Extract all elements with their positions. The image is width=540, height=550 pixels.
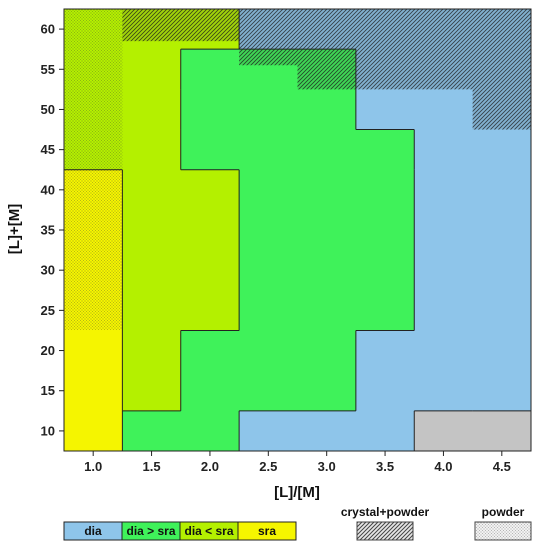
cell-dia-gt-sra [181,411,239,451]
y-axis-ticks: 10 15 20 25 30 35 40 45 50 55 60 [41,22,64,438]
cell-sra [64,411,122,451]
overlay-crystal-powder [472,89,531,130]
y-tick-label: 25 [41,303,55,318]
x-tick-label: 2.5 [259,459,277,474]
y-tick-label: 15 [41,383,55,398]
cell-dia-gt-sra [298,89,356,130]
cell-dia [356,411,414,451]
legend-swatch-sra [237,521,297,541]
legend-label-dia-gt-sra: dia > sra [126,524,175,538]
cell-dia [239,411,298,451]
x-tick-label: 4.0 [434,459,452,474]
y-tick-label: 60 [41,22,55,37]
cell-dia-gt-sra [181,49,239,89]
cell-dia-gt-sra [122,411,181,451]
x-tick-label: 1.5 [143,459,161,474]
cell-dia-lt-sra [122,170,181,330]
cell-dia-lt-sra [122,49,181,89]
legend-swatch-crystal-powder [356,521,414,541]
y-tick-label: 20 [41,343,55,358]
legend-label-sra: sra [258,524,276,538]
x-axis-ticks: 1.0 1.5 2.0 2.5 3.0 3.5 4.0 4.5 [84,451,511,474]
cell-dia-gt-sra [181,130,239,170]
y-tick-label: 55 [41,62,55,77]
cell-dia-gt-sra [239,330,298,411]
x-tick-label: 3.0 [318,459,336,474]
cell-dia [414,130,473,170]
cell-dia-gt-sra [181,330,239,411]
cell-dia [298,411,356,451]
cell-dia-gt-sra [239,170,298,330]
cell-dia-gt-sra [298,130,356,170]
x-tick-label: 2.0 [201,459,219,474]
x-tick-label: 3.5 [376,459,394,474]
cell-dia [473,130,531,170]
cell-dia [356,89,414,130]
legend-label-dia: dia [84,524,102,538]
x-tick-label: 1.0 [84,459,102,474]
cell-powder [414,411,473,451]
cell-dia [414,170,473,330]
cell-powder [473,411,531,451]
cell-dia [414,89,473,130]
legend-swatch-powder [474,521,532,541]
x-tick-label: 4.5 [493,459,511,474]
cell-dia-gt-sra [298,170,356,330]
cell-dia-gt-sra [356,170,414,330]
cell-dia [414,330,473,411]
cell-dia [473,170,531,330]
cell-dia-lt-sra [122,130,181,170]
cell-dia-gt-sra [239,89,298,130]
phase-boundaries [64,9,531,451]
legend-label-powder: powder [482,505,525,519]
y-tick-label: 40 [41,182,55,197]
cell-dia-gt-sra [356,130,414,170]
cell-dia-lt-sra [181,170,239,330]
y-tick-label: 50 [41,102,55,117]
x-axis-title: [L]/[M] [274,484,320,501]
y-tick-label: 30 [41,263,55,278]
y-tick-label: 35 [41,223,55,238]
y-axis-title: [L]+[M] [6,204,23,254]
cell-dia [356,330,414,411]
overlay-crystal-powder [297,65,531,90]
cell-sra [64,330,122,411]
cell-dia-lt-sra [122,89,181,130]
legend-label-crystal-powder: crystal+powder [341,505,430,519]
cell-dia [473,330,531,411]
cell-dia-gt-sra [181,89,239,130]
cell-dia-lt-sra [122,330,181,411]
cell-dia-gt-sra [298,330,356,411]
cell-dia-gt-sra [239,130,298,170]
legend-label-dia-lt-sra: dia < sra [184,524,233,538]
y-tick-label: 10 [41,423,55,438]
overlay-crystal-powder [122,9,240,42]
overlay-crystal-powder [239,9,531,66]
legend: dia dia > sra dia < sra sra crystal+powder po… [63,505,532,541]
y-tick-label: 45 [41,142,55,157]
